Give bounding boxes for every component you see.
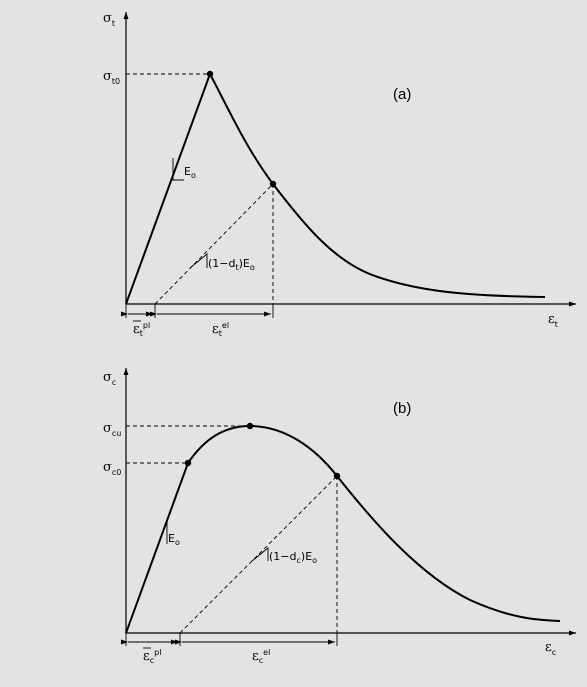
x-axis-label-tension: εt — [548, 312, 558, 329]
unloading-line — [154, 183, 274, 305]
peak-stress-label: σt0 — [103, 69, 120, 86]
peak-point — [206, 70, 214, 78]
unload-slope-triangle-compression — [251, 547, 269, 562]
unloading-line-compression — [179, 475, 338, 634]
ultimate-point — [246, 422, 254, 430]
elastic-strain-label-compression: εcel — [252, 648, 270, 665]
panel-tag-b: (b) — [393, 400, 411, 417]
unload-slope-triangle — [189, 253, 208, 269]
panel-b: σc εc σcu σc0 (b) Eo (1−dc)Eo εcpl εcel — [103, 368, 576, 665]
initial-slope-triangle — [172, 158, 184, 181]
initial-slope-label: Eo — [184, 165, 196, 180]
panel-a: σt εt σt0 (a) Eo (1−dt)Eo εtpl εtel — [103, 11, 576, 338]
y-axis-label-tension: σt — [103, 11, 115, 28]
initial-slope-label-compression: Eo — [168, 532, 180, 547]
unload-point-compression — [333, 472, 341, 480]
tension-curve — [125, 73, 546, 305]
yield-point — [184, 459, 192, 467]
y-axis-label-compression: σc — [103, 370, 116, 387]
ultimate-stress-label: σcu — [103, 421, 121, 438]
panel-tag-a: (a) — [393, 86, 411, 103]
plastic-strain-label: εtpl — [133, 321, 150, 338]
x-axis-label-compression: εc — [545, 640, 556, 657]
plastic-strain-label-compression: εcpl — [143, 648, 161, 665]
elastic-strain-label: εtel — [212, 321, 229, 338]
unload-slope-label: (1−dt)Eo — [208, 257, 255, 272]
unload-slope-label-compression: (1−dc)Eo — [269, 550, 317, 565]
initial-slope-triangle-compression — [157, 521, 168, 545]
compression-curve — [125, 425, 561, 634]
unload-point — [269, 180, 277, 188]
initial-yield-stress-label: σc0 — [103, 460, 121, 477]
